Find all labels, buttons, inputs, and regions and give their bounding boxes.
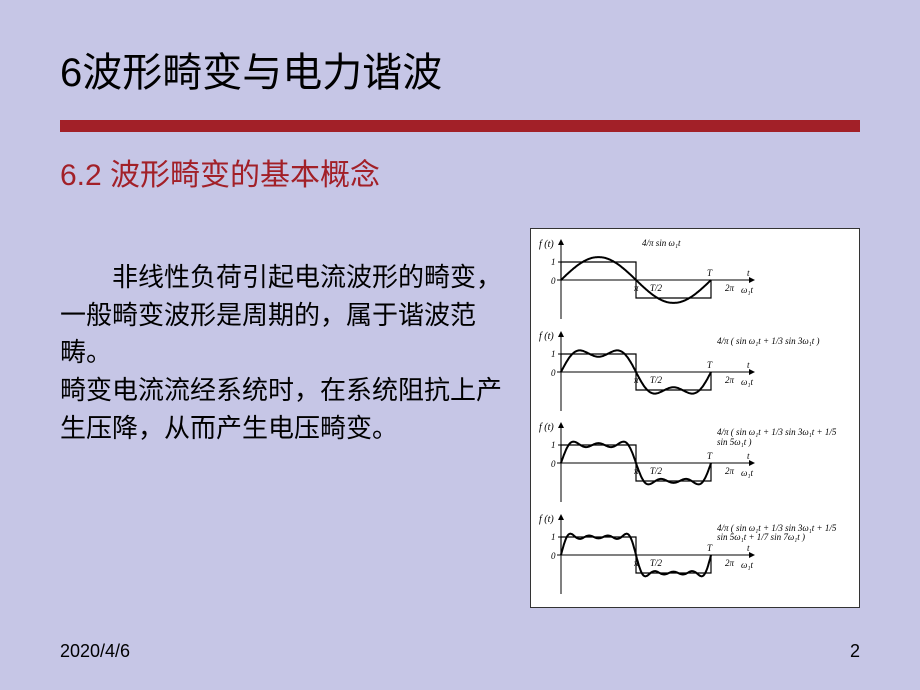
- body-text: 非线性负荷引起电流波形的畸变，一般畸变波形是周期的，属于谐波范畴。 畸变电流流经…: [60, 224, 512, 447]
- slide-title: 6波形畸变与电力谐波: [60, 40, 860, 110]
- svg-text:2π: 2π: [725, 558, 735, 568]
- svg-text:t: t: [747, 360, 750, 370]
- formula-label-1: 4/π sin ω₁t: [642, 239, 681, 249]
- title-rule: [60, 120, 860, 132]
- fourier-subplot-3: f (t) 1 0 π T/2 T 2π t ω₁t 4/π ( sin ω₁t + 1/3 si…: [535, 418, 855, 510]
- svg-text:1: 1: [551, 349, 556, 359]
- section-subtitle: 6.2 波形畸变的基本概念: [60, 150, 860, 194]
- svg-text:f (t): f (t): [539, 422, 554, 433]
- paragraph-2: 畸变电流流经系统时，在系统阻抗上产生压降，从而产生电压畸变。: [60, 372, 512, 447]
- fourier-subplot-4: f (t) 1 0 π T/2 T 2π t ω₁t 4/π ( sin ω₁t + 1/3 si…: [535, 510, 855, 602]
- svg-text:2π: 2π: [725, 466, 735, 476]
- svg-text:0: 0: [551, 459, 556, 469]
- fourier-subplot-1: f (t) 1 0 π T/2 T 2π t ω₁t 4/π sin ω₁t: [535, 235, 855, 327]
- svg-text:π: π: [634, 558, 639, 568]
- formula-label-4: 4/π ( sin ω₁t + 1/3 sin 3ω₁t + 1/5 sin 5…: [717, 524, 847, 544]
- svg-text:T/2: T/2: [650, 283, 663, 293]
- svg-text:π: π: [634, 466, 639, 476]
- svg-text:ω₁t: ω₁t: [741, 377, 753, 387]
- svg-text:π: π: [634, 375, 639, 385]
- svg-text:T: T: [707, 268, 713, 278]
- svg-text:ω₁t: ω₁t: [741, 285, 753, 295]
- svg-text:2π: 2π: [725, 375, 735, 385]
- svg-text:1: 1: [551, 257, 556, 267]
- svg-text:T/2: T/2: [650, 375, 663, 385]
- formula-label-3: 4/π ( sin ω₁t + 1/3 sin 3ω₁t + 1/5 sin 5…: [717, 428, 847, 448]
- content-row: 非线性负荷引起电流波形的畸变，一般畸变波形是周期的，属于谐波范畴。 畸变电流流经…: [60, 224, 860, 608]
- svg-text:0: 0: [551, 551, 556, 561]
- svg-text:t: t: [747, 268, 750, 278]
- footer-page-number: 2: [850, 641, 860, 662]
- svg-text:ω₁t: ω₁t: [741, 560, 753, 570]
- svg-text:π: π: [634, 283, 639, 293]
- svg-text:0: 0: [551, 368, 556, 378]
- svg-text:f (t): f (t): [539, 239, 554, 250]
- svg-text:t: t: [747, 451, 750, 461]
- svg-text:1: 1: [551, 532, 556, 542]
- svg-text:t: t: [747, 543, 750, 553]
- svg-text:T: T: [707, 543, 713, 553]
- svg-text:T/2: T/2: [650, 558, 663, 568]
- fourier-diagram: f (t) 1 0 π T/2 T 2π t ω₁t 4/π sin ω₁t f (t) 1 0 π T/2…: [530, 228, 860, 608]
- paragraph-1: 非线性负荷引起电流波形的畸变，一般畸变波形是周期的，属于谐波范畴。: [60, 259, 512, 372]
- svg-text:f (t): f (t): [539, 331, 554, 342]
- svg-text:ω₁t: ω₁t: [741, 468, 753, 478]
- slide: 6波形畸变与电力谐波 6.2 波形畸变的基本概念 非线性负荷引起电流波形的畸变，…: [0, 0, 920, 690]
- fourier-subplot-2: f (t) 1 0 π T/2 T 2π t ω₁t 4/π ( sin ω₁t + 1/3 si…: [535, 327, 855, 419]
- svg-text:f (t): f (t): [539, 514, 554, 525]
- footer-date: 2020/4/6: [60, 641, 130, 662]
- svg-text:2π: 2π: [725, 283, 735, 293]
- svg-text:1: 1: [551, 440, 556, 450]
- svg-text:T/2: T/2: [650, 466, 663, 476]
- svg-text:0: 0: [551, 276, 556, 286]
- svg-text:T: T: [707, 360, 713, 370]
- formula-label-2: 4/π ( sin ω₁t + 1/3 sin 3ω₁t ): [717, 337, 820, 347]
- svg-text:T: T: [707, 451, 713, 461]
